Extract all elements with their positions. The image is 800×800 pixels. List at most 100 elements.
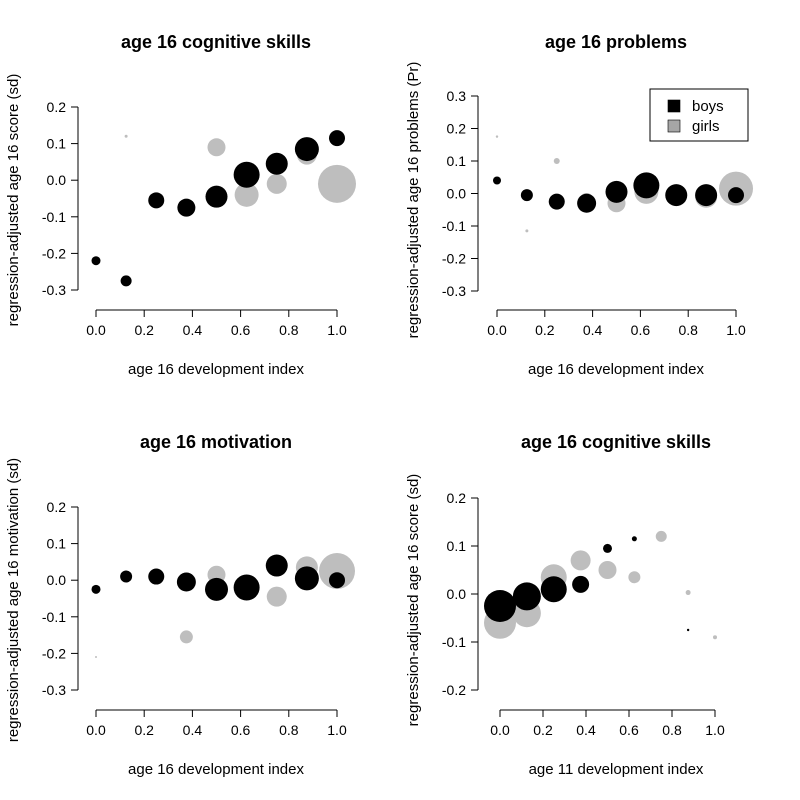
data-point [124, 134, 128, 138]
data-point [686, 628, 690, 632]
legend-label: girls [692, 118, 720, 135]
y-tick-label: -0.3 [42, 682, 66, 698]
data-point [655, 530, 667, 542]
chart-title: age 16 cognitive skills [121, 32, 311, 52]
data-point [512, 582, 541, 611]
data-point [553, 158, 560, 164]
x-tick-label: 0.8 [678, 322, 698, 338]
y-tick-label: 0.3 [447, 88, 467, 104]
data-point [577, 193, 597, 213]
data-point [598, 561, 617, 579]
x-tick-label: 0.0 [490, 722, 510, 738]
data-point [120, 570, 133, 583]
data-point [179, 630, 193, 644]
data-point [95, 656, 97, 659]
y-tick-label: 0.1 [47, 536, 67, 552]
x-tick-label: 0.6 [631, 322, 651, 338]
data-point [205, 185, 228, 208]
data-point [525, 229, 529, 233]
data-point [572, 575, 590, 593]
y-tick-label: 0.2 [447, 121, 467, 137]
x-tick-label: 0.2 [134, 322, 154, 338]
data-series [484, 536, 690, 632]
data-point [484, 590, 516, 622]
x-axis-label: age 16 development index [128, 761, 304, 778]
data-series [91, 554, 345, 601]
y-tick-label: 0.0 [447, 186, 467, 202]
chart-title: age 16 problems [545, 32, 687, 52]
data-point [91, 584, 101, 594]
chart-title: age 16 cognitive skills [521, 432, 711, 452]
y-tick-label: -0.1 [42, 209, 66, 225]
data-series [91, 130, 345, 287]
data-point [713, 635, 717, 640]
y-axis-label: regression-adjusted age 16 problems (Pr) [405, 62, 422, 339]
x-tick-label: 0.2 [533, 722, 553, 738]
data-point [148, 192, 165, 209]
data-point [548, 193, 565, 210]
chart-panel: age 16 cognitive skills 0.0 0.2 0.4 0.6 0.8 1.… [5, 32, 356, 378]
data-series [493, 172, 744, 213]
data-point [605, 180, 628, 203]
y-axis-label: regression-adjusted age 16 score (sd) [5, 74, 22, 327]
x-tick-label: 0.6 [231, 722, 251, 738]
x-tick-label: 1.0 [327, 322, 347, 338]
x-tick-label: 0.8 [279, 322, 299, 338]
y-tick-label: 0.0 [47, 572, 67, 588]
data-point [148, 568, 165, 585]
legend-box [649, 88, 749, 142]
data-point [177, 198, 196, 217]
data-point [265, 554, 288, 577]
y-tick-label: 0.1 [47, 136, 67, 152]
data-point [234, 182, 259, 207]
data-point [631, 536, 637, 542]
x-tick-label: 0.6 [619, 722, 639, 738]
y-tick-label: 0.2 [47, 99, 67, 115]
data-point [665, 184, 688, 207]
x-tick-label: 0.0 [86, 322, 106, 338]
y-tick-label: -0.3 [442, 283, 466, 299]
data-point [318, 164, 356, 203]
data-point [520, 189, 533, 202]
legend: boys girls [649, 88, 749, 142]
chart-panel: age 16 cognitive skills 0.0 0.2 0.4 0.6 0.8 1.… [405, 432, 725, 778]
y-tick-label: -0.2 [42, 645, 66, 661]
data-point [319, 553, 355, 590]
x-tick-label: 0.2 [134, 722, 154, 738]
y-tick-label: 0.2 [447, 490, 467, 506]
data-point [495, 135, 499, 138]
data-point [570, 550, 591, 571]
data-point [294, 137, 319, 162]
x-tick-label: 0.0 [86, 722, 106, 738]
y-tick-label: -0.1 [442, 634, 466, 650]
data-point [329, 572, 345, 589]
data-point [329, 130, 345, 147]
legend-swatch [667, 119, 681, 133]
data-point [176, 572, 196, 592]
x-tick-label: 0.4 [583, 322, 603, 338]
data-point [294, 566, 319, 591]
x-axis-label: age 16 development index [128, 361, 304, 378]
y-tick-label: -0.2 [442, 251, 466, 267]
x-tick-label: 0.2 [535, 322, 555, 338]
data-point [265, 152, 288, 175]
y-tick-label: -0.2 [42, 245, 66, 261]
data-point [628, 571, 641, 584]
chart-panel: age 16 motivation 0.0 0.2 0.4 0.6 0.8 1.0 -0.3 -… [5, 432, 355, 778]
y-tick-label: 0.0 [447, 586, 467, 602]
data-point [205, 577, 228, 601]
data-series [95, 553, 355, 659]
y-tick-label: -0.2 [442, 682, 466, 698]
x-tick-label: 0.6 [231, 322, 251, 338]
y-tick-label: 0.2 [47, 499, 67, 515]
data-series [495, 135, 753, 233]
data-point [266, 173, 287, 194]
chart-panel: age 16 problems 0.0 0.2 0.4 0.6 0.8 1.0 -0.3 -0.… [405, 32, 753, 378]
legend-swatch [667, 99, 681, 113]
data-point [233, 161, 260, 188]
data-point [695, 184, 718, 207]
data-point [493, 176, 501, 185]
data-point [633, 172, 660, 199]
y-tick-label: -0.1 [42, 609, 66, 625]
